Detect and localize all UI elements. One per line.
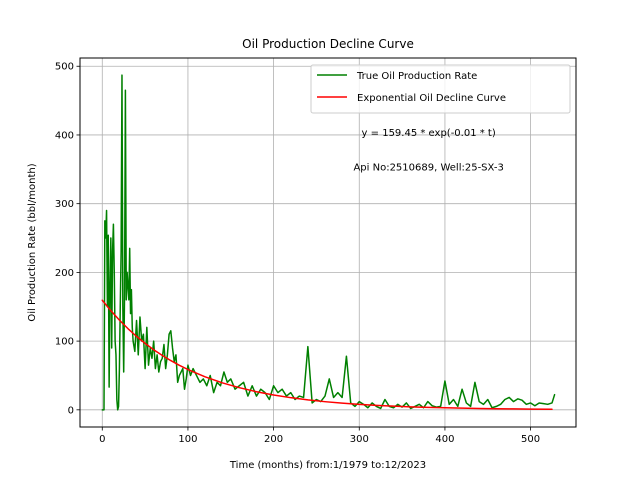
y-axis-label: Oil Production Rate (bbl/month) — [27, 163, 38, 321]
x-tick-label: 100 — [178, 434, 197, 445]
grid-lines — [80, 58, 576, 427]
y-tick-label: 200 — [55, 268, 74, 279]
plot-frame — [79, 57, 577, 428]
legend-label-exponential-curve: Exponential Oil Decline Curve — [357, 93, 506, 104]
x-axis-label: Time (months) from:1/1979 to:12/2023 — [229, 460, 426, 471]
y-tick-label: 400 — [55, 130, 74, 141]
y-tick-label: 0 — [68, 405, 74, 416]
equation-annotation: y = 159.45 * exp(-0.01 * t) — [362, 128, 496, 139]
series-lines — [101, 74, 556, 411]
chart-title: Oil Production Decline Curve — [242, 37, 414, 51]
x-tick-label: 200 — [264, 434, 283, 445]
y-tick-label: 500 — [55, 62, 74, 73]
true-production-series-line — [101, 74, 556, 411]
x-tick-label: 500 — [521, 434, 540, 445]
axis-ticks: 0 100 200 300 400 500 0 100 200 300 400 500 — [55, 62, 540, 445]
well-annotation: Api No:2510689, Well:25-SX-3 — [353, 162, 503, 173]
exponential-decline-series-line — [101, 299, 553, 410]
x-tick-label: 300 — [350, 434, 369, 445]
legend-box — [310, 64, 571, 114]
x-tick-label: 0 — [99, 434, 105, 445]
y-tick-label: 300 — [55, 199, 74, 210]
y-tick-label: 100 — [55, 337, 74, 348]
legend: True Oil Production Rate Exponential Oil… — [310, 64, 571, 114]
x-tick-label: 400 — [435, 434, 454, 445]
legend-label-true-rate: True Oil Production Rate — [356, 71, 477, 82]
